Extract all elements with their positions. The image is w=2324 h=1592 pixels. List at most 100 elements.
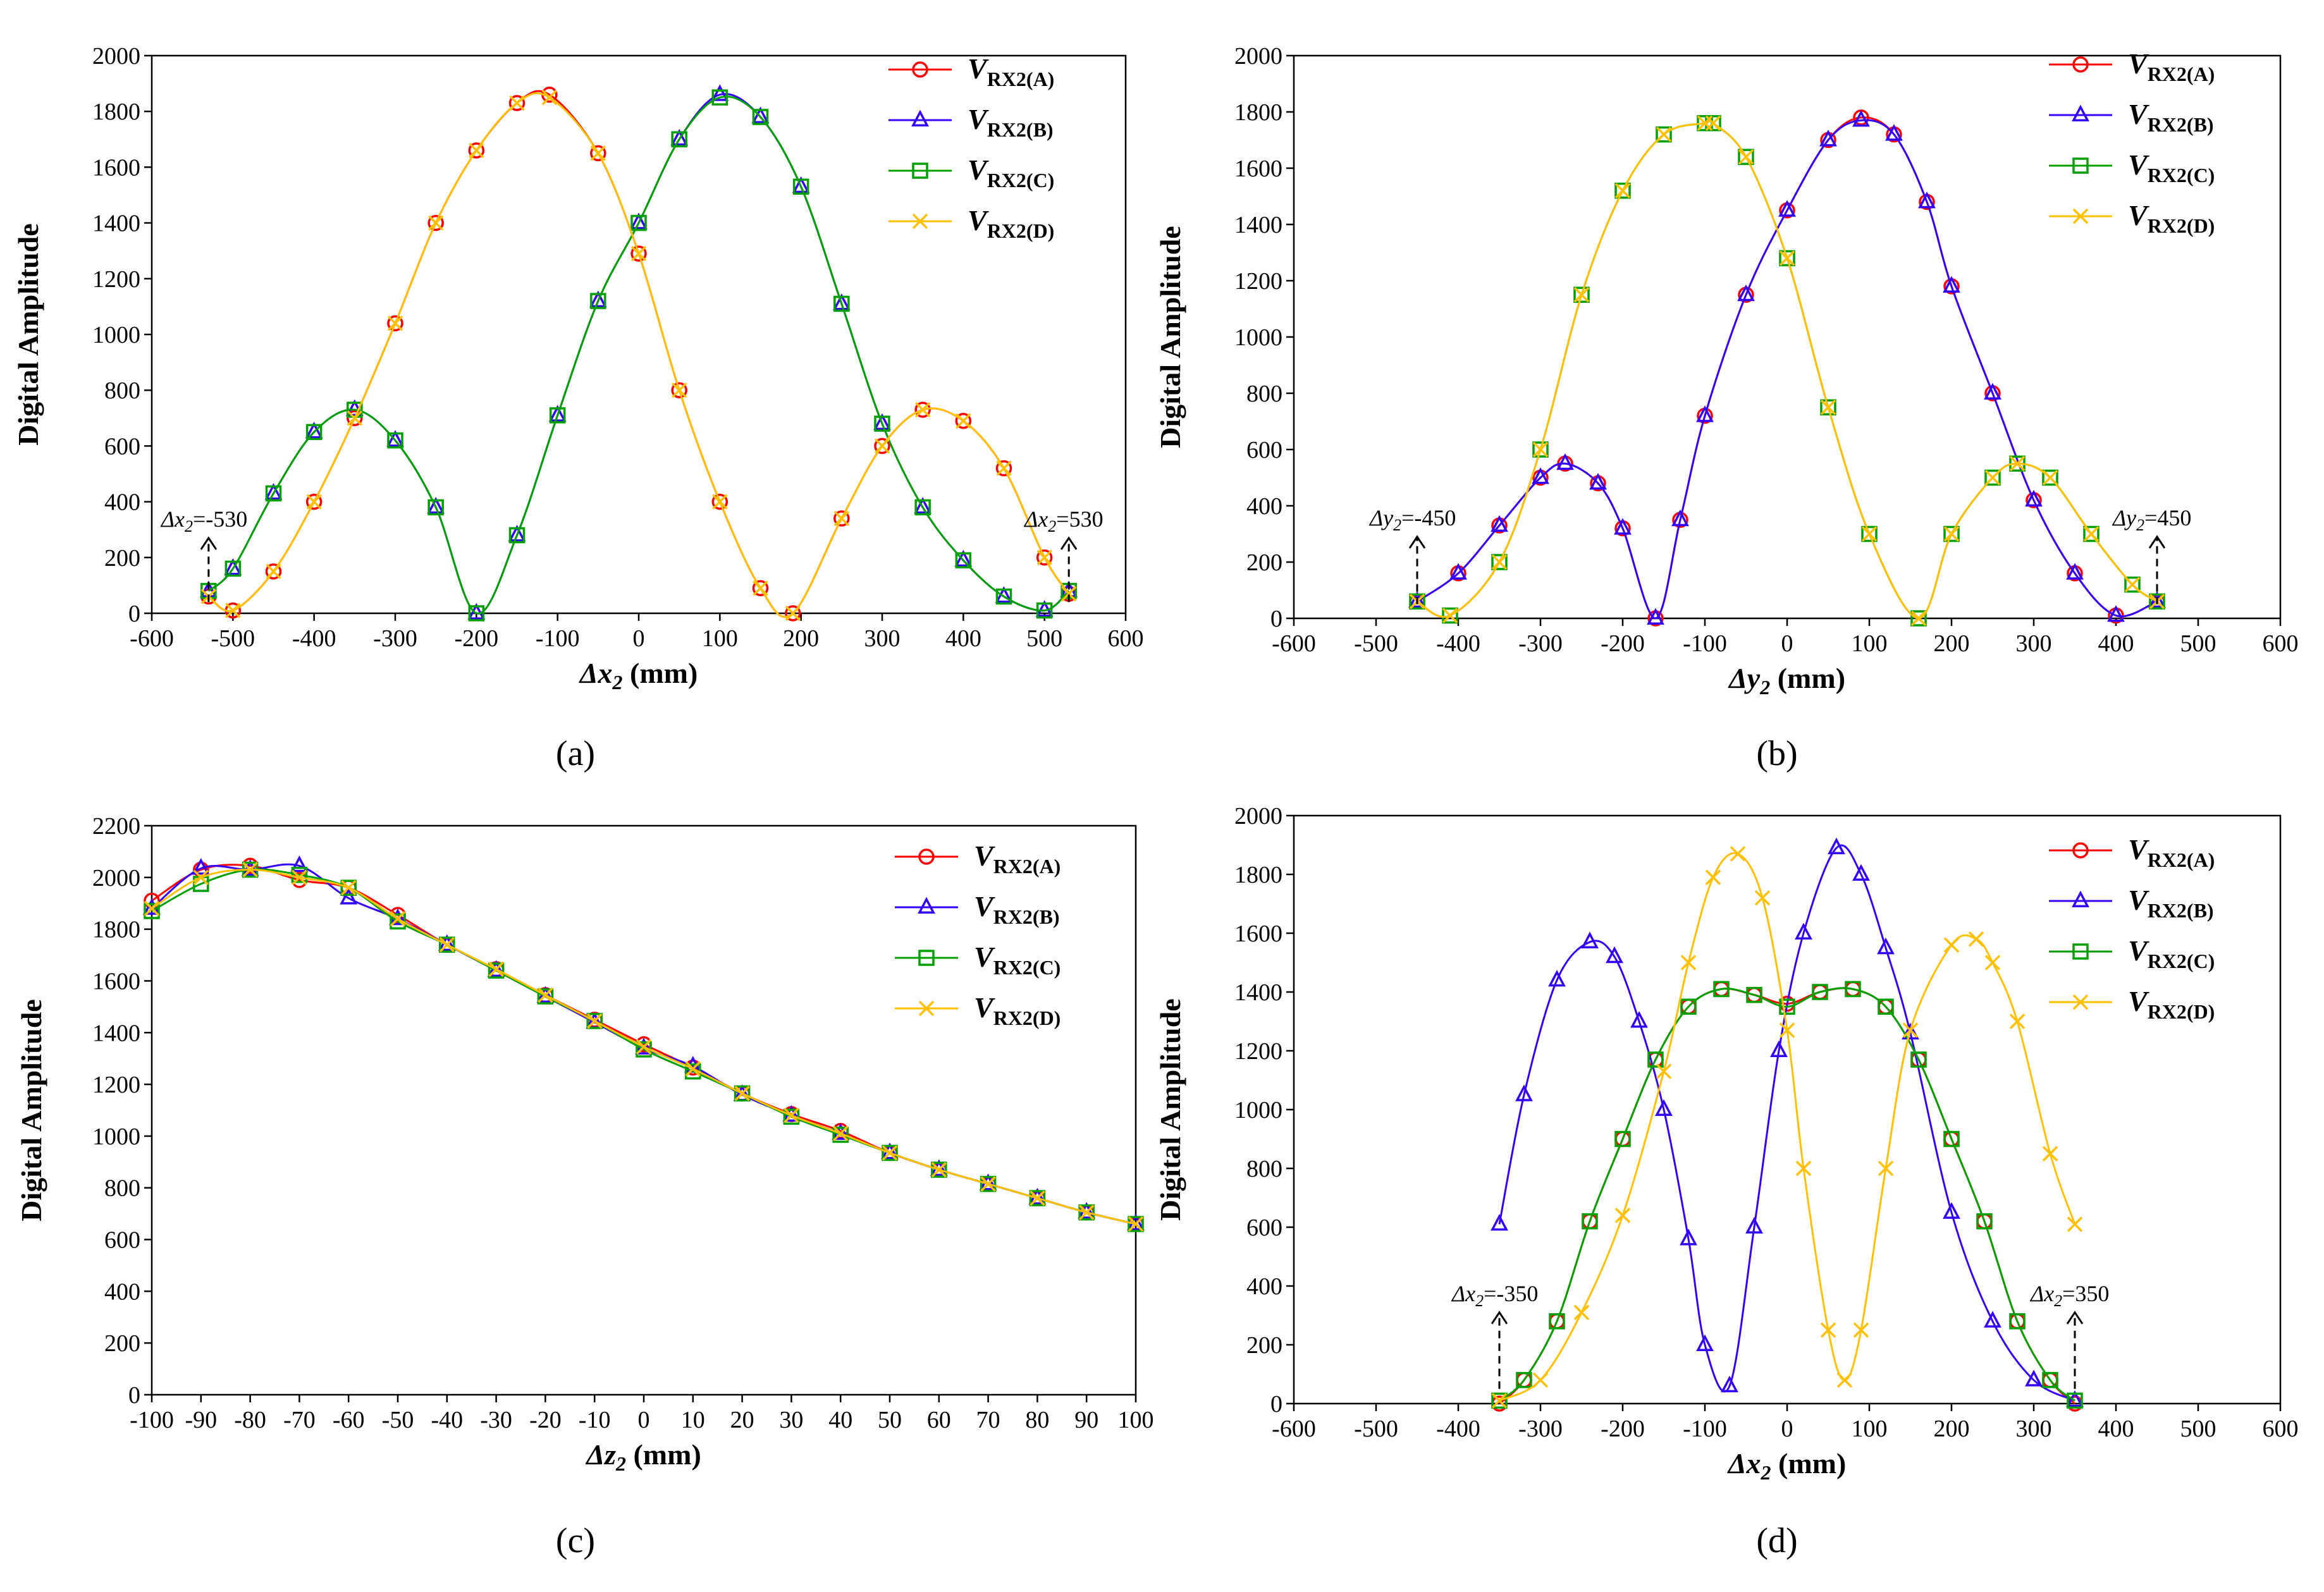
legend-entry-label: VRX2(D): [2128, 985, 2215, 1023]
data-point-marker: [1984, 1311, 2001, 1328]
data-point-marker: [1984, 955, 2001, 971]
data-point-marker: [469, 142, 484, 159]
data-point-marker: [1910, 1051, 1927, 1068]
data-point-marker: [1861, 526, 1878, 542]
data-point-marker: [347, 410, 363, 427]
y-tick-label: 1600: [92, 154, 140, 181]
data-point-marker: [1902, 1022, 1919, 1040]
x-tick-label: 200: [783, 625, 819, 652]
legend-swatch-marker: [2072, 56, 2089, 73]
x-tick-label: 0: [1781, 630, 1793, 657]
data-point-marker: [995, 588, 1012, 605]
legend-swatch-marker: [2072, 943, 2089, 960]
x-tick-label: 30: [779, 1407, 803, 1433]
y-tick-label: 200: [104, 1330, 140, 1357]
data-point-marker: [508, 95, 526, 111]
x-tick-label: 0: [1781, 1416, 1793, 1442]
data-point-marker: [1491, 1213, 1508, 1231]
data-point-marker: [630, 245, 647, 262]
data-point-marker: [955, 412, 972, 429]
data-point-marker: [712, 494, 728, 510]
legend-swatch-marker: [2072, 842, 2089, 859]
data-point-marker: [833, 295, 850, 312]
chart-panel-c: -100 -90 -80 -70 -60 -50 -40 -30 -20 -10 0 10 20 30 40…: [15, 813, 1154, 1560]
y-tick-label: 1600: [1234, 921, 1282, 947]
data-point-marker: [882, 1144, 898, 1161]
annotation-arrowhead: [2148, 535, 2166, 549]
series-rx2a: [1491, 981, 2083, 1412]
chart-panel-b: -600 -500 -400 -300 -200 -100 0 100 200 300 400 500…: [1154, 43, 2299, 773]
data-point-marker: [306, 494, 322, 510]
x-tick-label: 400: [2098, 630, 2134, 657]
data-point-marker: [1442, 608, 1458, 623]
data-point-marker: [305, 421, 323, 439]
x-tick-label: -70: [283, 1407, 316, 1433]
data-point-marker: [2042, 469, 2058, 486]
data-point-marker: [1078, 1204, 1095, 1221]
data-point-marker: [2083, 525, 2100, 542]
y-axis-title: Digital Amplitude: [1154, 998, 1186, 1220]
data-point-marker: [1918, 191, 1936, 209]
data-point-marker: [439, 936, 455, 953]
plot-area-frame: [151, 54, 1127, 615]
data-point-marker: [1738, 149, 1754, 165]
data-point-marker: [224, 560, 242, 577]
x-tick-label: 100: [702, 625, 738, 652]
y-tick-label: 800: [1246, 381, 1282, 407]
data-point-marker: [1647, 1051, 1664, 1068]
x-tick-label: 100: [1852, 1416, 1888, 1442]
legend-entry-label: VRX2(B): [968, 103, 1054, 141]
x-tick-label: -80: [234, 1407, 266, 1433]
data-point-marker: [1696, 1334, 1714, 1351]
data-point-marker: [1984, 469, 2001, 486]
legend-swatch-marker: [911, 109, 929, 126]
data-point-marker: [1730, 846, 1746, 862]
y-tick-label: 1200: [92, 266, 140, 293]
data-point-marker: [1943, 525, 1960, 542]
annotation-arrowhead: [1060, 536, 1078, 550]
y-tick-label: 400: [1246, 493, 1282, 520]
data-point-marker: [1779, 250, 1795, 267]
legend-entry-label: VRX2(D): [2128, 199, 2215, 237]
y-tick-label: 800: [104, 377, 140, 404]
data-point-marker: [387, 315, 403, 332]
data-point-marker: [1573, 286, 1590, 303]
legend-swatch-marker: [918, 950, 935, 966]
x-tick-label: 90: [1074, 1407, 1098, 1433]
data-point-marker: [1836, 1372, 1853, 1388]
data-point-marker: [784, 1107, 799, 1124]
legend-entry-label: VRX2(B): [2128, 884, 2214, 922]
data-point-marker: [1705, 115, 1721, 132]
data-point-marker: [2149, 593, 2165, 610]
data-point-marker: [1614, 183, 1631, 199]
data-point-marker: [340, 879, 357, 896]
data-point-marker: [832, 1127, 849, 1143]
y-tick-label: 1000: [1234, 324, 1282, 351]
y-tick-label: 1200: [1234, 268, 1282, 295]
series-line: [207, 92, 1070, 618]
data-point-marker: [753, 580, 768, 596]
series-rx2d: [1491, 846, 2083, 1409]
y-tick-label: 1200: [92, 1072, 140, 1098]
x-tick-label: -200: [1601, 1416, 1645, 1442]
x-tick-label: -400: [1436, 630, 1480, 657]
y-tick-label: 400: [104, 1278, 140, 1305]
data-point-marker: [1647, 608, 1664, 625]
x-tick-label: 100: [1852, 630, 1888, 657]
series-line: [207, 93, 1070, 615]
y-tick-label: 200: [104, 545, 140, 572]
data-point-marker: [783, 1108, 800, 1125]
data-point-marker: [2107, 605, 2125, 622]
legend-entry-label: VRX2(C): [2128, 934, 2215, 972]
y-tick-label: 1600: [92, 968, 140, 995]
data-point-marker: [586, 1013, 603, 1029]
y-tick-label: 0: [128, 601, 140, 627]
x-tick-label: 70: [976, 1407, 1000, 1433]
data-point-marker: [1656, 126, 1672, 143]
x-tick-label: 300: [864, 625, 901, 652]
y-tick-label: 800: [1246, 1156, 1282, 1182]
y-axis-title: Digital Amplitude: [15, 999, 47, 1221]
data-point-marker: [1885, 124, 1903, 141]
series-rx2c: [1491, 981, 2083, 1409]
data-point-marker: [833, 510, 850, 527]
